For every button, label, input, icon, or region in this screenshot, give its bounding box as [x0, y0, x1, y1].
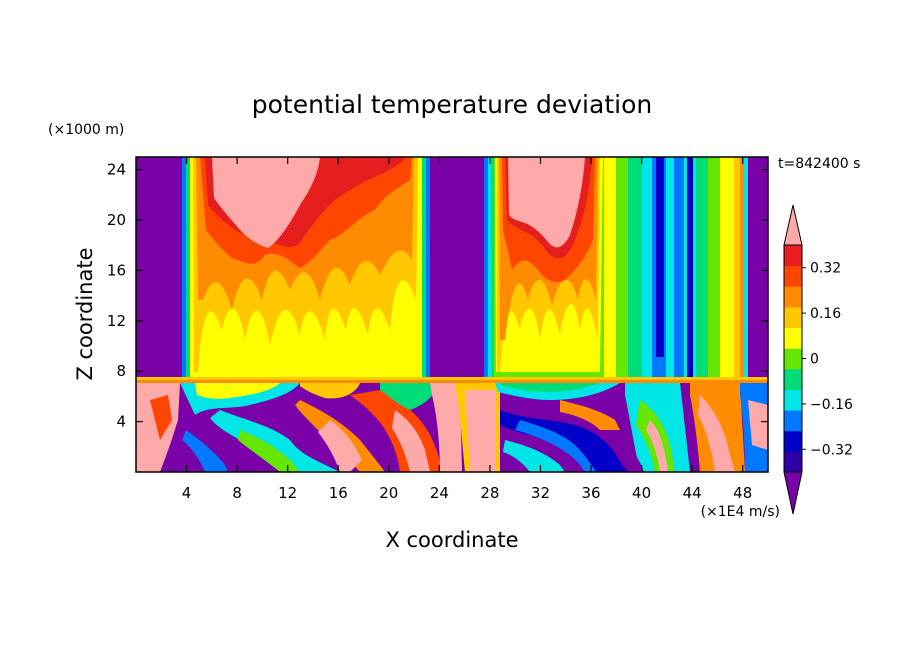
x-tick-label: 24: [430, 484, 449, 502]
plot-frame: [135, 156, 769, 473]
y-unit-label: (×1000 m): [48, 122, 124, 138]
contour-plot-area: [136, 157, 768, 472]
x-tick-label: 32: [531, 484, 550, 502]
colorbar-max-extension: [783, 204, 803, 246]
x-unit-label: (×1E4 m/s): [701, 504, 780, 520]
colorbar-swatch: [784, 389, 802, 411]
colorbar-swatch: [784, 368, 802, 390]
x-tick-label: 8: [232, 484, 242, 502]
colorbar: 0.32 0.16 0 −0.16 −0.32: [783, 204, 853, 515]
layer-interface-band: [136, 377, 768, 383]
colorbar-label: 0.32: [810, 261, 841, 277]
x-tick-label: 16: [329, 484, 348, 502]
x-tick-label: 44: [683, 484, 702, 502]
colorbar-min-extension: [783, 471, 803, 515]
y-axis-label: Z coordinate: [73, 247, 97, 380]
y-tick-label: 20: [107, 211, 126, 229]
y-axis-ticks: 4 8 12 16 20 24: [107, 161, 768, 431]
x-axis-ticks: 4 8 12 16 20 24 28 32 36 40 44 48: [182, 157, 752, 502]
x-tick-label: 48: [733, 484, 752, 502]
colorbar-swatch: [784, 306, 802, 329]
colorbar-label: 0: [810, 352, 819, 368]
lower-turbulent-layer: [136, 383, 768, 472]
y-tick-label: 12: [107, 312, 126, 330]
y-tick-label: 8: [116, 362, 126, 380]
colorbar-swatch: [784, 286, 802, 308]
colorbar-label: −0.16: [810, 397, 853, 413]
colorbar-swatch: [784, 410, 802, 432]
x-tick-label: 4: [182, 484, 192, 502]
colorbar-label: −0.32: [810, 442, 853, 458]
x-tick-label: 12: [278, 484, 297, 502]
colorbar-swatch: [784, 430, 802, 452]
upper-warm-column-left: [182, 157, 430, 382]
colorbar-swatch: [784, 451, 802, 473]
upper-warm-column-right: [484, 157, 768, 382]
y-tick-label: 16: [107, 261, 126, 279]
x-tick-label: 40: [632, 484, 651, 502]
colorbar-swatch: [784, 265, 802, 287]
colorbar-swatch: [784, 245, 802, 267]
time-label: t=842400 s: [778, 156, 860, 172]
x-axis-label: X coordinate: [385, 528, 518, 552]
x-tick-label: 36: [581, 484, 600, 502]
colorbar-label: 0.16: [810, 306, 841, 322]
x-tick-label: 28: [480, 484, 499, 502]
chart-title: potential temperature deviation: [252, 90, 652, 119]
y-tick-label: 24: [107, 161, 126, 179]
colorbar-swatch: [784, 348, 802, 370]
colorbar-swatch: [784, 327, 802, 349]
x-tick-label: 20: [379, 484, 398, 502]
y-tick-label: 4: [116, 413, 126, 431]
